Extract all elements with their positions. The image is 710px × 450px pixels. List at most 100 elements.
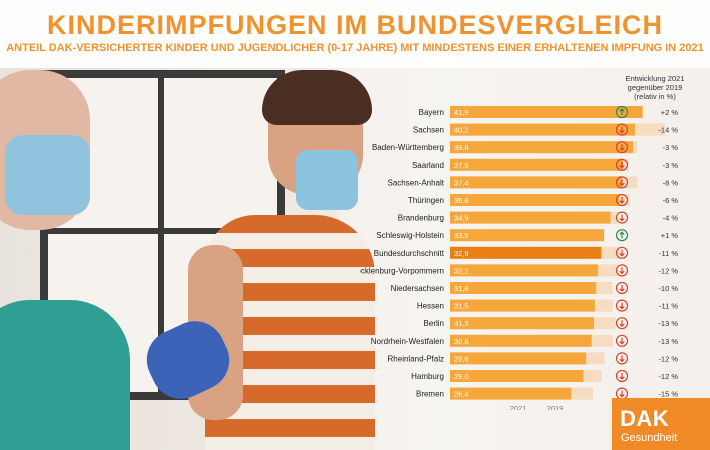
category-label: Saarland: [412, 161, 444, 170]
trend-down-icon: [615, 299, 629, 312]
trend-down-icon: [615, 211, 629, 224]
bar-2021: [450, 370, 584, 382]
trend-down-icon: [615, 264, 629, 277]
value-label: 37,4: [454, 178, 469, 187]
value-label: 37,6: [454, 161, 469, 170]
value-label: 29,6: [454, 354, 469, 363]
trend-label: +2 %: [661, 108, 679, 117]
page-subtitle: ANTEIL DAK-VERSICHERTER KINDER UND JUGEN…: [6, 42, 704, 54]
trend-down-icon: [615, 334, 629, 347]
trend-down-icon: [615, 369, 629, 383]
header: KINDERIMPFUNGEN IM BUNDESVERGLEICH ANTEI…: [0, 0, 710, 68]
value-label: 39,8: [454, 143, 469, 152]
category-label: Rheinland-Pfalz: [388, 354, 444, 363]
bar-2021: [450, 317, 594, 330]
trend-down-icon: [615, 193, 629, 207]
bar-chart: Bayern 41,9 +2 % Sachsen 40,2 -14 % Baden-Würt…: [360, 105, 679, 410]
trend-label: +1 %: [661, 231, 679, 240]
logo-name: DAK: [620, 406, 670, 431]
trend-header-line1: Entwicklung 2021: [625, 74, 685, 83]
trend-arrow: [619, 179, 625, 187]
trend-label: -4 %: [663, 214, 679, 223]
trend-arrow: [619, 161, 625, 169]
trend-arrow: [619, 285, 625, 292]
trend-label: -12 %: [658, 354, 678, 363]
bar-2021: [450, 106, 643, 118]
logo-subtitle: Gesundheit: [621, 432, 678, 444]
legend-2021: 2021: [510, 404, 527, 410]
trend-down-icon: [615, 123, 629, 136]
trend-label: -12 %: [658, 266, 678, 275]
value-label: 34,9: [454, 214, 469, 223]
value-label: 32,9: [454, 249, 469, 258]
trend-down-icon: [615, 246, 629, 259]
bar-2021: [450, 299, 595, 312]
category-label: Brandenburg: [398, 214, 444, 223]
value-label: 26,4: [454, 390, 469, 399]
trend-label: -8 %: [663, 178, 679, 187]
trend-down-icon: [615, 317, 629, 330]
category-label: Bundesdurchschnitt: [374, 249, 445, 258]
trend-header-line2: gegenüber 2019: [627, 83, 683, 92]
value-label: 31,5: [454, 302, 469, 311]
trend-arrow: [619, 320, 625, 328]
bar-2021: [450, 211, 611, 224]
value-label: 33,5: [454, 231, 469, 240]
category-label: Niedersachsen: [391, 284, 444, 293]
category-label: Mecklenburg-Vorpommern: [360, 266, 444, 275]
trend-arrow: [619, 267, 625, 275]
bar-2021: [450, 352, 587, 365]
trend-label: -11 %: [659, 302, 678, 311]
value-label: 32,2: [454, 266, 469, 275]
trend-arrow: [619, 355, 625, 363]
trend-label: -15 %: [658, 390, 678, 399]
category-label: Bayern: [419, 108, 444, 117]
trend-arrow: [619, 197, 625, 204]
bar-2021: [450, 158, 623, 171]
bar-2021: [450, 387, 572, 400]
value-label: 31,8: [454, 284, 469, 293]
trend-up-icon: [615, 229, 629, 242]
trend-arrow: [619, 249, 625, 257]
bar-2021: [450, 176, 623, 189]
boy-mask-illustration: [296, 150, 358, 210]
trend-up-icon: [615, 105, 629, 119]
category-label: Nordrhein-Westfalen: [371, 337, 444, 346]
doctor-body-illustration: [0, 300, 130, 450]
trend-header: Entwicklung 2021 gegenüber 2019 (relativ…: [600, 74, 710, 101]
trend-label: -3 %: [663, 143, 679, 152]
value-label: 36,8: [454, 196, 469, 205]
value-label: 40,2: [454, 126, 469, 135]
trend-down-icon: [615, 141, 629, 154]
trend-label: -13 %: [658, 319, 678, 328]
trend-arrow: [619, 337, 625, 345]
legend-2019: 2019: [547, 404, 564, 410]
trend-label: -10 %: [658, 284, 678, 293]
trend-arrow: [619, 214, 625, 222]
dak-logo: DAK Gesundheit: [612, 398, 710, 450]
category-label: Bremen: [416, 390, 444, 399]
boy-hair-illustration: [262, 70, 372, 125]
category-label: Schleswig-Holstein: [376, 231, 444, 240]
category-label: Thüringen: [408, 196, 444, 205]
trend-label: -3 %: [663, 161, 679, 170]
trend-header-line3: (relativ in %): [634, 92, 676, 101]
page-title: KINDERIMPFUNGEN IM BUNDESVERGLEICH: [46, 10, 664, 40]
bar-2021: [450, 123, 635, 136]
trend-arrow: [619, 373, 625, 380]
category-label: Sachsen-Anhalt: [388, 178, 445, 187]
trend-arrow: [619, 144, 625, 152]
bar-2021: [450, 282, 597, 294]
trend-down-icon: [615, 158, 629, 171]
category-label: Baden-Württemberg: [372, 143, 444, 152]
bar-2021: [450, 246, 602, 259]
value-label: 31,3: [454, 319, 469, 328]
category-label: Berlin: [424, 319, 444, 328]
trend-down-icon: [615, 281, 629, 295]
category-label: Sachsen: [413, 126, 444, 135]
category-label: Hamburg: [411, 372, 444, 381]
trend-down-icon: [615, 352, 629, 365]
bar-2021: [450, 194, 620, 206]
category-label: Hessen: [417, 302, 444, 311]
bar-2021: [450, 229, 605, 242]
